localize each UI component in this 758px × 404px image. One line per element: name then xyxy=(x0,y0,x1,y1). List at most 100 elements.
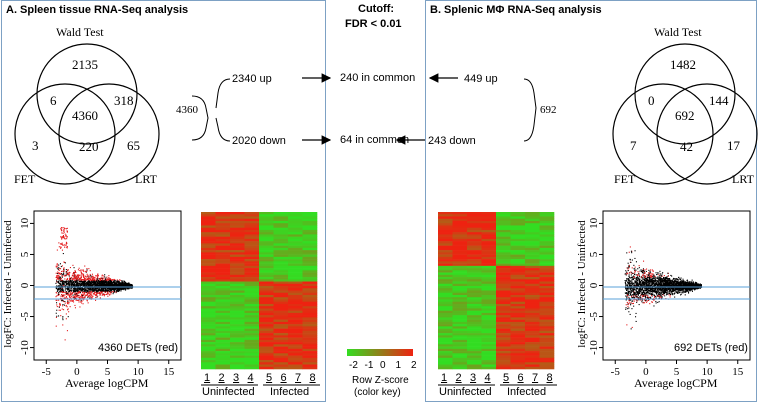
ma-point xyxy=(635,295,637,297)
heatmap-cell xyxy=(452,223,468,226)
heatmap-cell xyxy=(230,308,245,311)
heatmap-cell xyxy=(438,324,453,327)
ma-point xyxy=(639,276,641,278)
heatmap-cell xyxy=(302,321,318,325)
ma-point xyxy=(667,288,669,290)
ma-point xyxy=(627,285,629,287)
ma-point xyxy=(668,281,670,283)
ma-point xyxy=(76,296,78,298)
ma-point xyxy=(56,290,58,292)
ma-point xyxy=(96,278,98,280)
heatmap-cell xyxy=(510,330,526,334)
heatmap-cell xyxy=(496,272,511,276)
ma-point xyxy=(67,288,69,290)
ma-point xyxy=(76,299,78,301)
ma-point xyxy=(60,228,62,230)
ma-point xyxy=(79,287,81,289)
ma-point xyxy=(98,287,100,289)
venn-b-only-lrt: 17 xyxy=(727,138,740,153)
ma-point xyxy=(97,287,99,289)
ma-point xyxy=(89,294,91,296)
ma-point xyxy=(95,294,97,296)
ma-point xyxy=(56,264,58,266)
ma-point xyxy=(61,237,63,239)
heatmap-cell xyxy=(481,274,497,278)
ma-point xyxy=(113,280,115,282)
ma-point xyxy=(68,294,70,296)
ma-point xyxy=(86,287,88,289)
ma-point xyxy=(64,228,66,230)
ma-point xyxy=(646,268,648,270)
ma-point xyxy=(75,283,77,285)
heatmap-cell xyxy=(438,317,453,320)
ma-point xyxy=(109,293,111,295)
heatmap-cell xyxy=(496,362,511,365)
ma-point xyxy=(88,276,90,278)
ma-point xyxy=(90,276,92,278)
ma-point xyxy=(94,284,96,286)
ma-point xyxy=(59,309,61,311)
heatmap-cell xyxy=(273,342,289,345)
ma-point xyxy=(99,278,101,280)
ma-point xyxy=(98,288,100,290)
heatmap-cell xyxy=(201,212,216,215)
ma-point xyxy=(78,287,80,289)
heatmap-cell xyxy=(525,351,540,354)
ma-point xyxy=(64,288,66,290)
heatmap-cell xyxy=(467,236,482,240)
ma-point xyxy=(120,290,122,292)
ma-point xyxy=(66,291,68,293)
ma-point xyxy=(101,287,103,289)
ma-point xyxy=(78,267,80,269)
heatmap-cell xyxy=(273,279,289,282)
ma-point xyxy=(644,287,646,289)
heatmap-cell xyxy=(259,326,274,329)
ma-point xyxy=(91,285,93,287)
ma-point xyxy=(91,294,93,296)
heatmap-cell xyxy=(244,339,260,343)
heatmap-cell xyxy=(496,236,511,240)
heatmap-cell xyxy=(215,220,231,224)
ma-point xyxy=(79,284,81,286)
ma-point xyxy=(86,273,88,275)
ma-point xyxy=(119,281,121,283)
ma-point xyxy=(82,288,84,290)
ma-point xyxy=(105,280,107,282)
heatmap-cell xyxy=(273,324,289,327)
ma-point xyxy=(81,290,83,292)
heatmap-cell xyxy=(438,339,453,343)
heatmap-cell xyxy=(244,317,260,320)
ma-point xyxy=(677,291,679,293)
heatmap-cell xyxy=(288,283,303,287)
heatmap-cell xyxy=(496,297,511,300)
heatmap-cell xyxy=(302,342,318,345)
heatmap-cell xyxy=(496,254,511,258)
ma-point xyxy=(95,275,97,277)
heatmap-cell xyxy=(452,283,468,287)
ma-point xyxy=(636,291,638,293)
heatmap-cell xyxy=(215,317,231,320)
heatmap-cell xyxy=(452,290,468,294)
ma-point xyxy=(130,287,132,289)
heatmap-cell xyxy=(273,263,289,267)
ma-point xyxy=(79,297,81,299)
ma-point xyxy=(103,283,105,285)
ma-point xyxy=(60,279,62,281)
ma-point xyxy=(86,289,88,291)
heatmap-cell xyxy=(452,315,468,318)
ma-point xyxy=(102,290,104,292)
heatmap-cell xyxy=(259,301,274,305)
heatmap-cell xyxy=(201,321,216,325)
ma-point xyxy=(65,241,67,243)
ma-point xyxy=(83,293,85,295)
ma-point xyxy=(648,273,650,275)
ma-point xyxy=(628,279,630,281)
ma-point xyxy=(119,282,121,284)
heatmap-cell xyxy=(510,252,526,255)
heatmap-cell xyxy=(452,355,468,359)
heatmap-cell xyxy=(481,265,497,269)
heatmap-cell xyxy=(302,360,318,363)
ma-point xyxy=(76,285,78,287)
heatmap-cell xyxy=(302,333,318,336)
heatmap-cell xyxy=(539,265,555,269)
